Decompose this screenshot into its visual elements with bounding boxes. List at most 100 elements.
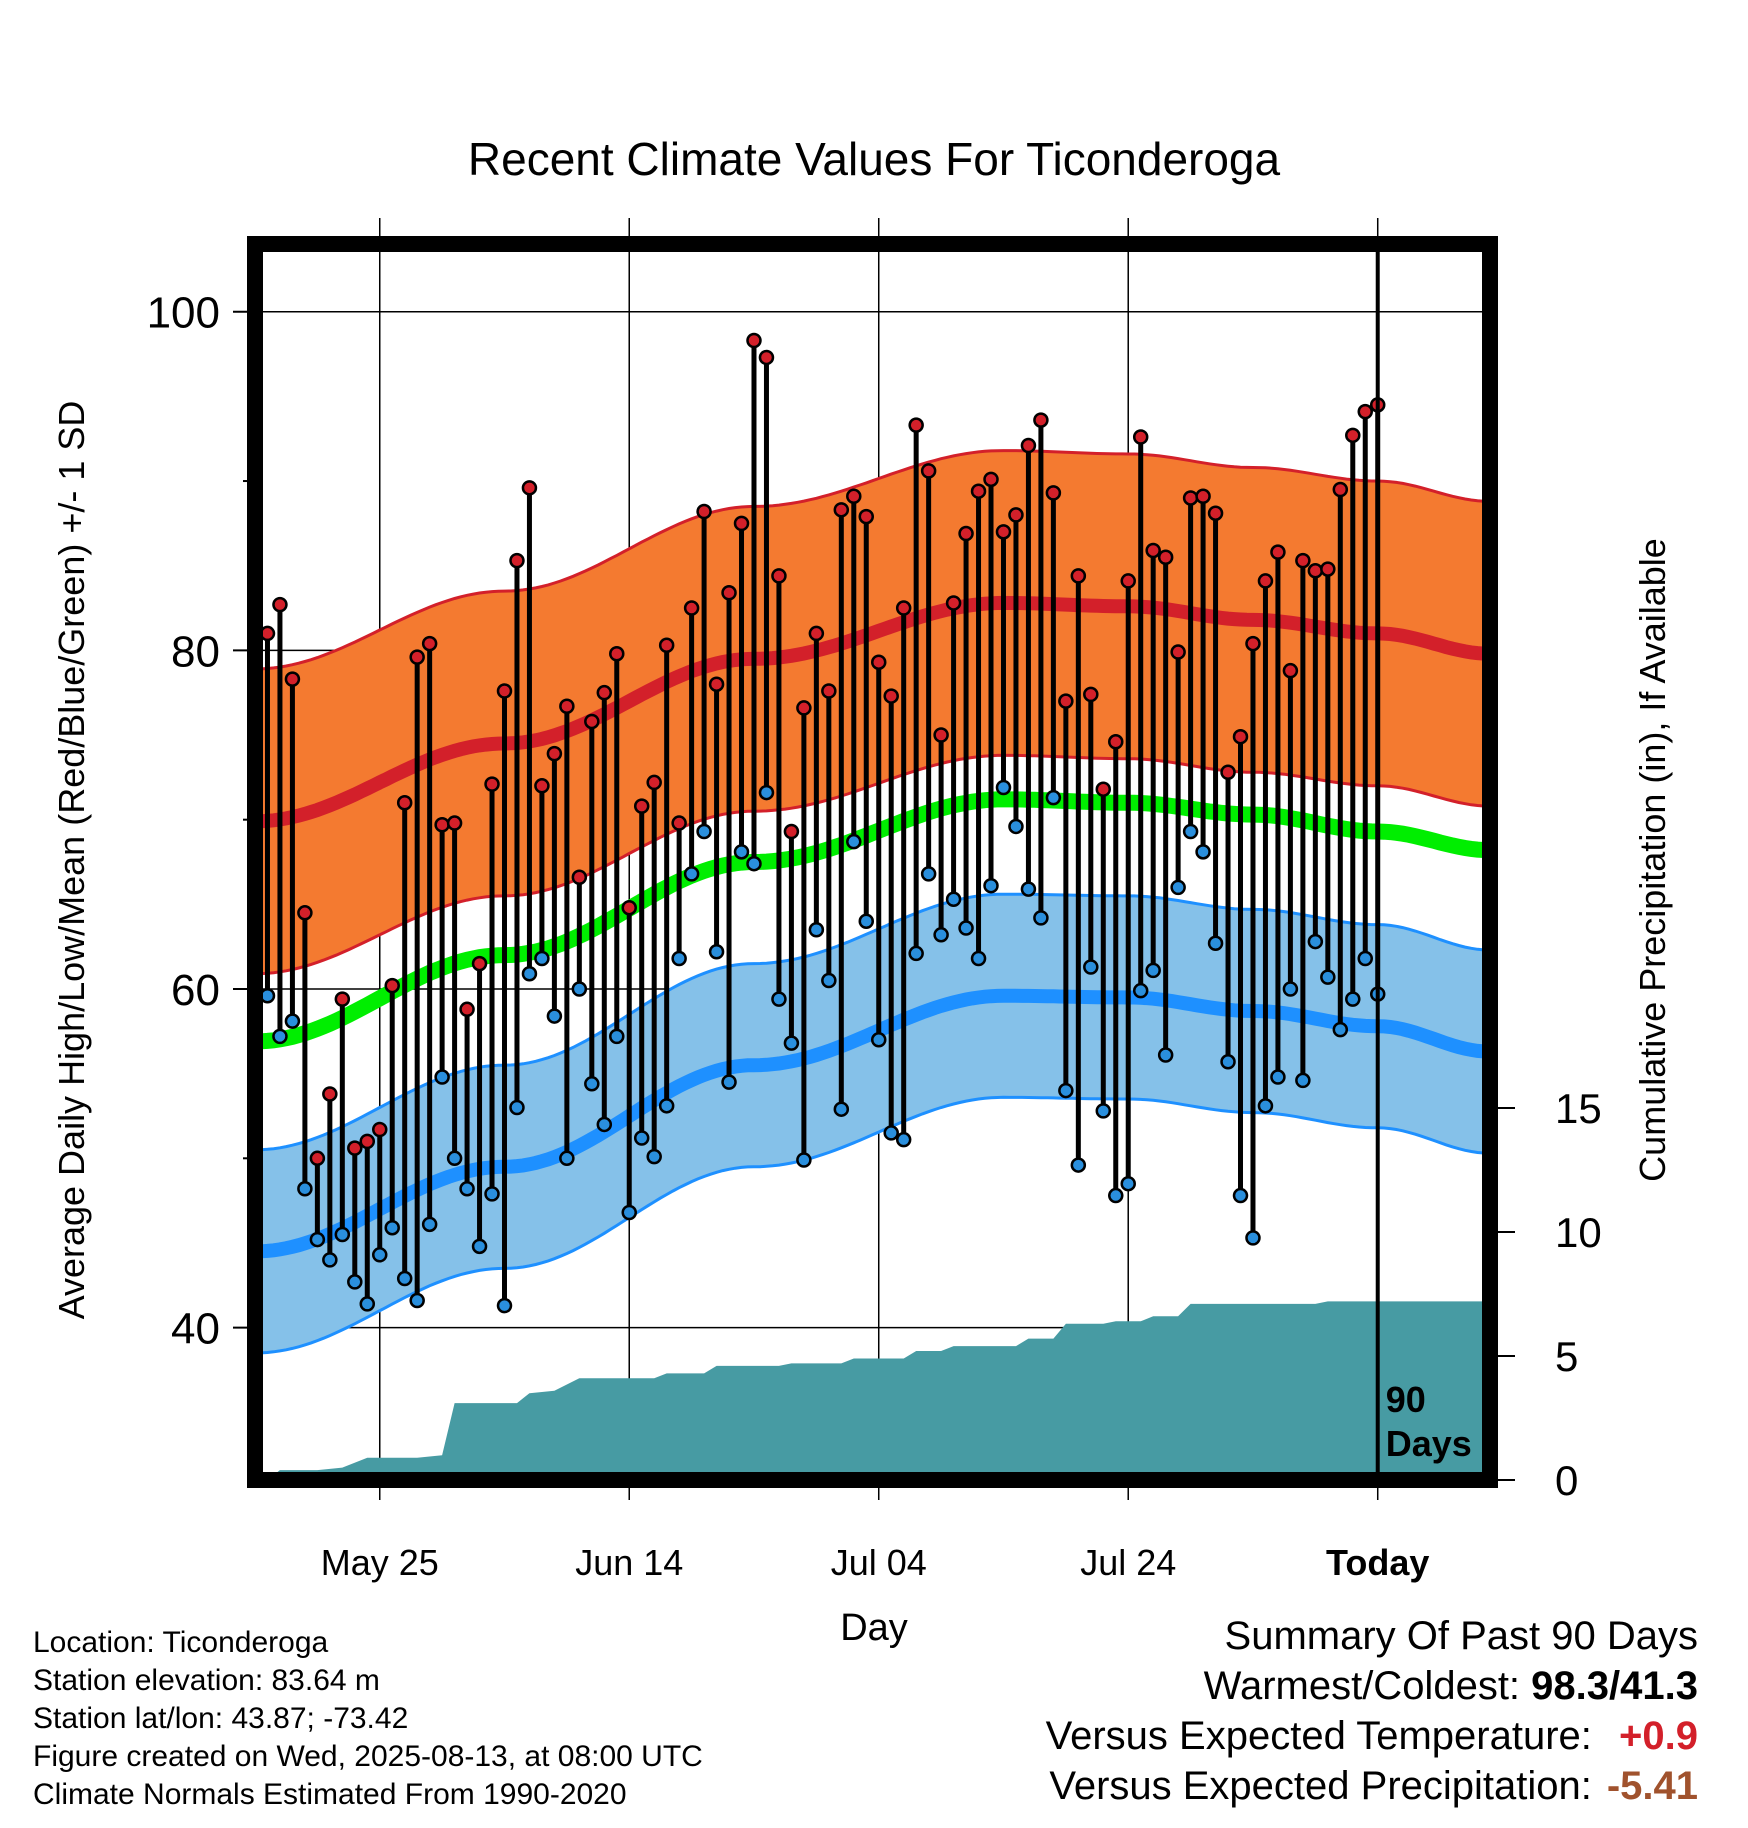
low-point xyxy=(484,1186,500,1202)
high-point xyxy=(1157,549,1174,565)
low-point xyxy=(1145,962,1161,979)
low-point xyxy=(371,1247,388,1263)
low-point xyxy=(1070,1157,1087,1173)
high-point xyxy=(1033,412,1049,428)
high-point xyxy=(796,700,812,716)
low-point xyxy=(409,1292,425,1309)
high-point xyxy=(746,332,762,349)
high-point xyxy=(1108,734,1124,750)
low-point xyxy=(1108,1187,1124,1204)
y2-tick-label: 5 xyxy=(1555,1333,1578,1380)
location-text: Location: Ticonderoga xyxy=(33,1626,329,1659)
high-point xyxy=(297,905,313,921)
normal-bands xyxy=(254,449,1491,1355)
plot-frame xyxy=(247,236,1498,1488)
low-point xyxy=(796,1152,812,1168)
y-tick-label: 100 xyxy=(147,289,220,338)
low-point xyxy=(671,950,687,967)
high-point xyxy=(1357,403,1374,420)
low-point xyxy=(1207,935,1224,952)
x-tick-label: Jul 04 xyxy=(831,1542,927,1583)
x-tick-label: Today xyxy=(1326,1542,1429,1583)
low-point xyxy=(284,1013,301,1029)
low-point xyxy=(1120,1175,1136,1192)
high-point xyxy=(696,503,712,520)
high-point xyxy=(1182,490,1199,506)
high-point xyxy=(945,595,962,611)
low-point xyxy=(633,1130,650,1146)
high-point xyxy=(1070,568,1087,584)
high-point xyxy=(484,776,500,792)
high-point xyxy=(284,671,301,687)
low-point xyxy=(571,981,588,997)
high-point xyxy=(1320,561,1336,577)
high-point xyxy=(908,417,924,433)
low-point xyxy=(546,1008,563,1024)
low-point xyxy=(446,1150,463,1167)
low-point xyxy=(933,927,949,943)
precipitation-area xyxy=(267,1301,1490,1480)
high-point xyxy=(1207,505,1224,521)
high-point xyxy=(1020,437,1037,454)
high-point xyxy=(708,676,725,692)
high-point xyxy=(821,683,837,699)
low-point xyxy=(621,1204,637,1221)
low-point xyxy=(1245,1230,1261,1246)
low-point xyxy=(1257,1098,1274,1114)
low-point xyxy=(421,1216,438,1233)
low-point xyxy=(309,1231,326,1248)
low-point xyxy=(459,1181,475,1197)
high-point xyxy=(371,1121,388,1138)
daily-stems xyxy=(264,340,1381,1306)
low-point xyxy=(359,1296,376,1312)
normal-mean-line xyxy=(254,791,1491,1050)
low-point xyxy=(1182,823,1199,840)
temp-value: +0.9 xyxy=(1619,1714,1698,1758)
low-point xyxy=(396,1270,413,1287)
low-point xyxy=(1295,1072,1311,1089)
low-point xyxy=(347,1274,363,1290)
low-point xyxy=(821,972,837,989)
high-point xyxy=(1245,635,1261,652)
low-point xyxy=(1220,1054,1236,1070)
high-point xyxy=(970,483,987,499)
high-point xyxy=(1083,686,1099,703)
low-point xyxy=(983,877,999,894)
y-tick-label: 40 xyxy=(171,1305,220,1354)
low-point xyxy=(721,1074,737,1090)
high-point xyxy=(421,635,438,652)
high-point xyxy=(1095,781,1112,797)
precip-area xyxy=(267,1301,1490,1480)
high-point xyxy=(920,463,937,479)
high-point xyxy=(983,471,999,488)
x-axis-label: Day xyxy=(840,1607,908,1649)
y-axis-label: Average Daily High/Low/Mean (Red/Blue/Gr… xyxy=(51,401,92,1320)
high-point xyxy=(621,899,637,916)
high-point xyxy=(658,637,675,654)
x-axis: May 25 Jun 14 Jul 04 Jul 24 Today xyxy=(321,1542,1430,1583)
normal-low-line xyxy=(254,988,1491,1259)
low-point xyxy=(808,921,825,938)
low-point xyxy=(920,866,937,882)
warm-cold-label: Warmest/Coldest: xyxy=(1203,1664,1521,1708)
low-point xyxy=(908,945,924,962)
high-point xyxy=(646,774,662,791)
high-point xyxy=(471,955,488,972)
high-point xyxy=(1145,542,1161,559)
low-point xyxy=(846,833,862,850)
high-point xyxy=(609,645,625,662)
high-point xyxy=(833,502,850,518)
low-point xyxy=(783,1035,800,1051)
high-point xyxy=(1282,662,1299,679)
summary-heading: Summary Of Past 90 Days xyxy=(1224,1614,1698,1658)
high-point xyxy=(733,515,750,532)
high-point xyxy=(683,600,700,616)
high-point xyxy=(347,1140,363,1156)
high-point xyxy=(870,654,887,670)
low-point xyxy=(658,1098,675,1114)
high-point xyxy=(521,480,538,496)
footer-info: Location: Ticonderoga Station elevation:… xyxy=(33,1624,703,1814)
high-point xyxy=(1295,552,1311,569)
low-point xyxy=(609,1028,625,1045)
y-tick-label: 60 xyxy=(171,966,220,1015)
